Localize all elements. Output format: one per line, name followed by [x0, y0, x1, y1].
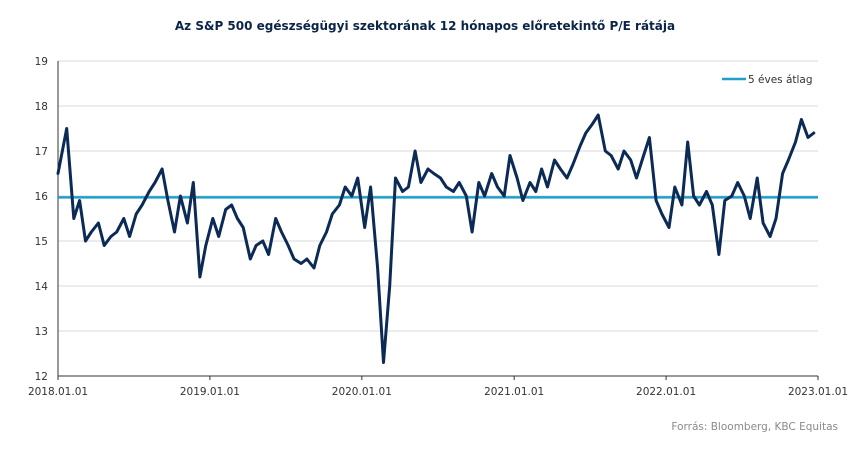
- grid: [57, 60, 818, 377]
- y-tick-label: 17: [35, 146, 48, 158]
- source-note: Forrás: Bloomberg, KBC Equitas: [671, 421, 838, 433]
- x-tick-label: 2018.01.01: [28, 386, 88, 398]
- legend-label: 5 éves átlag: [748, 74, 813, 86]
- y-axis: 12 13 14 15 16 17 18 19: [35, 56, 49, 383]
- chart-title: Az S&P 500 egészségügyi szektorának 12 h…: [174, 19, 676, 33]
- legend: 5 éves átlag: [722, 74, 813, 86]
- x-tick-label: 2022.01.01: [636, 386, 696, 398]
- y-tick-label: 16: [35, 191, 49, 203]
- series-line: [56, 113, 816, 364]
- y-tick-label: 14: [35, 281, 49, 293]
- y-tick-label: 19: [35, 56, 48, 68]
- x-tick-label: 2019.01.01: [180, 386, 240, 398]
- y-tick-label: 18: [35, 101, 48, 113]
- y-tick-label: 13: [35, 326, 48, 338]
- x-axis: 2018.01.01 2019.01.01 2020.01.01 2021.01.01…: [28, 376, 848, 398]
- x-tick-label: 2020.01.01: [332, 386, 392, 398]
- y-tick-label: 15: [35, 236, 48, 248]
- x-tick-label: 2021.01.01: [484, 386, 544, 398]
- y-tick-label: 12: [35, 371, 48, 383]
- x-tick-label: 2023.01.01: [788, 386, 848, 398]
